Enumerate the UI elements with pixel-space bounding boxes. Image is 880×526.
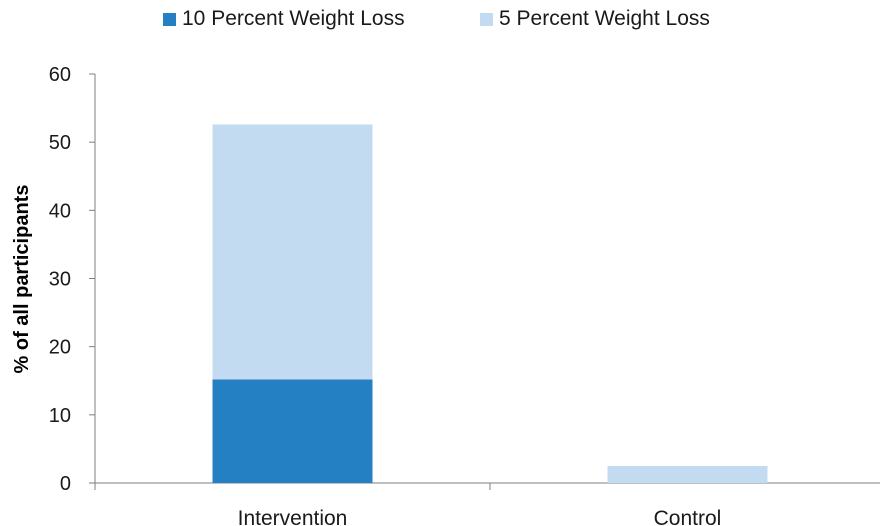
x-axis: Intervention Control [94,482,880,526]
y-tick-label: 40 [49,200,71,222]
y-axis: 0 10 20 30 40 50 60 [49,64,96,495]
x-tick-label: Intervention [238,507,348,526]
bars [212,124,768,483]
legend-item-5-percent: 5 Percent Weight Loss [480,7,710,31]
y-tick-label: 30 [49,269,71,291]
y-tick-label: 10 [49,405,71,427]
y-axis-label: % of all participants [11,185,33,374]
legend-label-5-percent: 5 Percent Weight Loss [499,7,710,30]
legend-swatch-5-percent [480,12,493,26]
y-tick-label: 20 [49,337,71,359]
y-tick-label: 50 [49,132,71,154]
legend-label-10-percent: 10 Percent Weight Loss [182,7,405,30]
bar-segment [212,379,373,483]
bar-segment [607,465,768,483]
chart-legend: 10 Percent Weight Loss 5 Percent Weight … [0,7,880,37]
legend-swatch-10-percent [163,12,176,26]
y-tick-label: 60 [49,64,71,86]
legend-item-10-percent: 10 Percent Weight Loss [163,7,405,31]
bar-segment [212,124,373,380]
x-tick-label: Control [654,507,722,526]
y-tick-label: 0 [60,473,71,495]
